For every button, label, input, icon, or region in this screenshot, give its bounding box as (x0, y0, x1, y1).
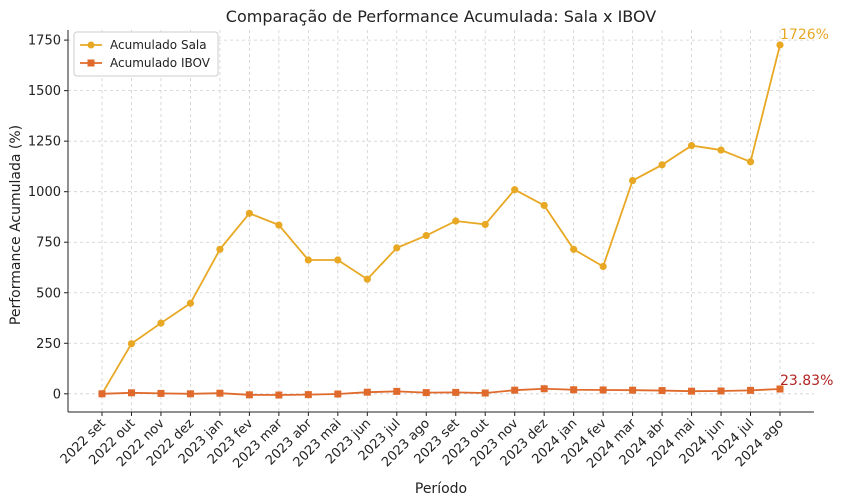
legend-marker-ibov (87, 59, 95, 67)
y-tick-label: 0 (53, 387, 61, 402)
x-axis-label: Período (415, 481, 467, 497)
data-point (481, 220, 489, 229)
data-point (658, 387, 666, 395)
data-point (422, 389, 430, 397)
grid (68, 30, 814, 412)
data-point (157, 319, 165, 327)
y-axis-label: Performance Acumulada (%) (8, 125, 24, 325)
data-point (216, 245, 224, 253)
data-point (422, 231, 430, 240)
data-point (481, 389, 489, 397)
series-line-0 (101, 44, 781, 395)
data-point (393, 387, 401, 395)
data-point (186, 299, 195, 307)
y-tick-label: 750 (36, 236, 61, 251)
data-point (304, 391, 312, 399)
legend: Acumulado Sala Acumulado IBOV (73, 31, 219, 77)
data-point (245, 209, 253, 217)
data-point (363, 388, 371, 396)
data-point (570, 245, 578, 253)
data-point (334, 256, 342, 264)
y-tick-label: 1250 (28, 135, 61, 150)
data-point (452, 217, 460, 225)
y-tick-label: 500 (36, 286, 61, 301)
data-point (540, 201, 548, 210)
data-point (658, 161, 666, 169)
axes (67, 30, 814, 413)
data-point (363, 275, 371, 283)
y-ticks: 0 250 500 750 1000 1250 1500 1750 (28, 34, 68, 402)
data-point (599, 262, 607, 271)
legend-label-ibov: Acumulado IBOV (110, 56, 211, 70)
y-tick-label: 250 (36, 337, 61, 352)
legend-label-sala: Acumulado Sala (110, 38, 207, 52)
legend-marker-sala (87, 41, 95, 49)
data-point (393, 244, 401, 252)
data-point (629, 176, 637, 185)
data-point (540, 385, 548, 393)
data-point (511, 186, 519, 194)
data-point (570, 386, 578, 394)
data-point (717, 146, 725, 154)
data-point (275, 391, 283, 399)
data-point (452, 388, 460, 396)
series: 1726% 23.83% (98, 27, 833, 399)
data-point (275, 221, 283, 229)
data-point (157, 389, 165, 397)
data-point (304, 256, 312, 264)
data-point (334, 390, 342, 398)
data-point (127, 340, 136, 348)
data-point (746, 158, 755, 166)
data-point (747, 386, 755, 394)
legend-entry-ibov: Acumulado IBOV (80, 56, 211, 70)
chart-title: Comparação de Performance Acumulada: Sal… (226, 7, 657, 26)
end-value-label: 1726% (780, 27, 829, 43)
y-tick-label: 1750 (28, 34, 61, 49)
y-tick-label: 1500 (28, 84, 61, 99)
data-point (717, 387, 725, 395)
y-tick-label: 1000 (28, 185, 61, 200)
data-point (98, 390, 106, 398)
data-point (629, 386, 637, 394)
legend-entry-sala: Acumulado Sala (80, 38, 207, 52)
data-point (245, 391, 253, 399)
data-point (216, 389, 224, 397)
data-point (599, 386, 607, 394)
data-point (776, 41, 784, 49)
data-point (776, 385, 784, 393)
data-point (687, 142, 696, 150)
data-point (186, 390, 194, 398)
legend-box (73, 31, 219, 77)
data-point (511, 386, 519, 394)
data-point (127, 389, 135, 397)
data-point (688, 387, 696, 395)
end-value-label: 23.83% (780, 373, 833, 389)
series-line-1 (101, 387, 781, 396)
